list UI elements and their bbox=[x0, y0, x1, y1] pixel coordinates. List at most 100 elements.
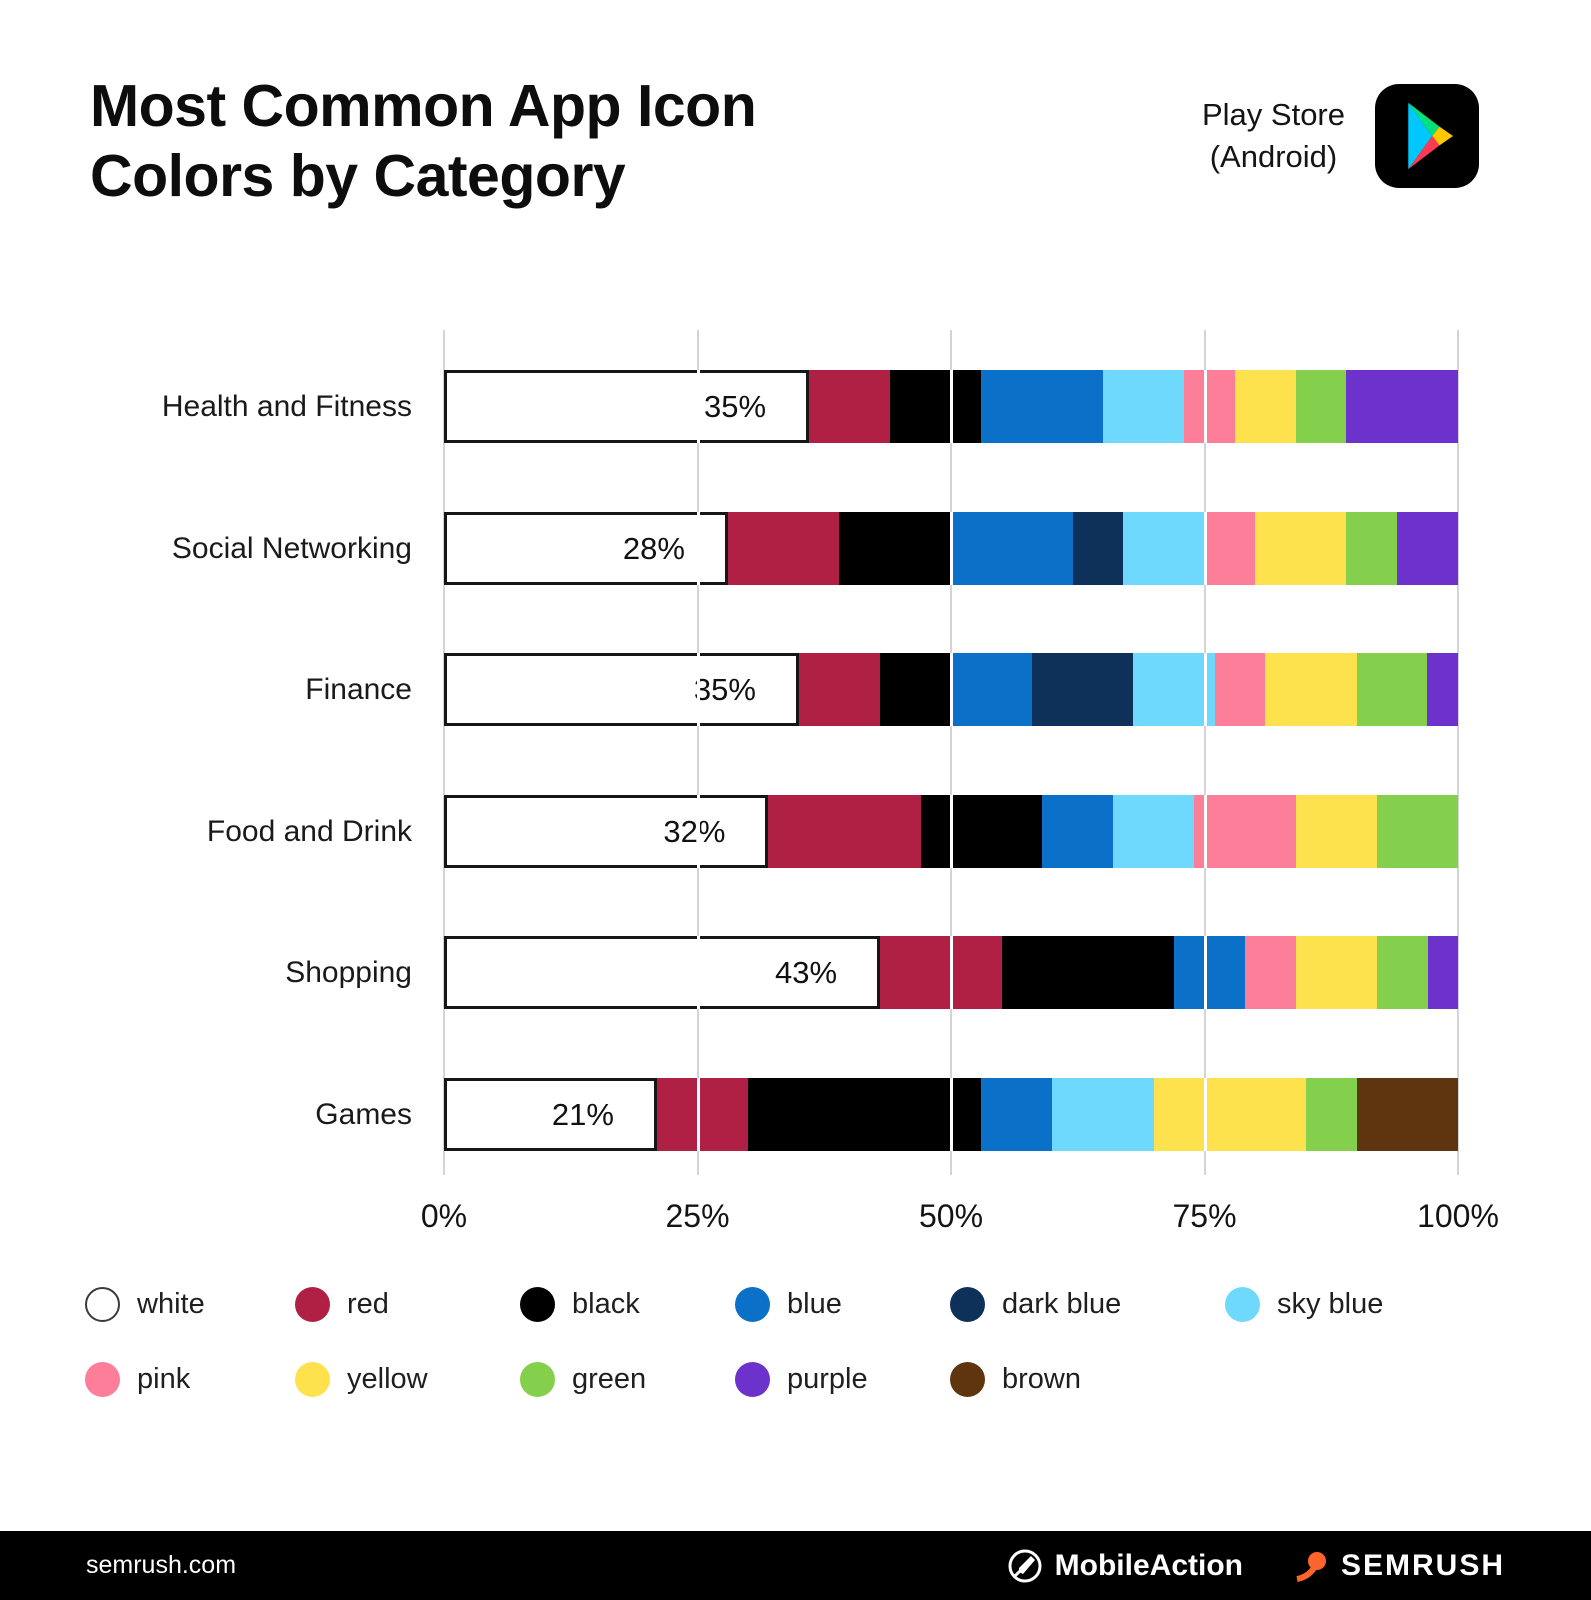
bar-gridline-25 bbox=[696, 1078, 700, 1151]
legend-label: green bbox=[572, 1362, 647, 1395]
category-label: Shopping bbox=[285, 955, 412, 989]
legend-swatch-red bbox=[295, 1286, 330, 1322]
white-share-label: 28% bbox=[622, 530, 685, 566]
category-label: Food and Drink bbox=[206, 814, 412, 848]
platform-label-line2: (Android) bbox=[1209, 139, 1338, 174]
bar-gridline-75 bbox=[1203, 512, 1207, 585]
bar-segment-white: 21% bbox=[444, 1078, 657, 1151]
legend-swatch-dark-blue bbox=[950, 1286, 985, 1322]
legend-label: red bbox=[347, 1287, 389, 1320]
chart-legend: white red black blue dark blue sky blue pink ye… bbox=[85, 1284, 1515, 1434]
bar-segment-pink bbox=[1245, 936, 1296, 1009]
bar-segment-green bbox=[1376, 936, 1428, 1009]
footer-bar: semrush.com MobileAction SEMRUSH bbox=[0, 1531, 1591, 1600]
footer-logos: MobileAction SEMRUSH bbox=[1007, 1548, 1505, 1584]
legend-label: sky blue bbox=[1277, 1287, 1384, 1320]
bar-segment-sky-blue bbox=[1123, 512, 1205, 585]
x-axis-tick: 75% bbox=[1172, 1198, 1237, 1234]
rocket-icon bbox=[1008, 1549, 1042, 1582]
bar-row: 32% bbox=[444, 795, 1458, 868]
bar-segment-blue bbox=[950, 653, 1033, 726]
white-share-label: 43% bbox=[774, 954, 838, 990]
bar-segment-black bbox=[839, 512, 951, 585]
bar-segment-sky-blue bbox=[1103, 370, 1185, 443]
legend-label: white bbox=[137, 1287, 205, 1320]
bar-segment-red bbox=[768, 795, 921, 868]
bar-segment-yellow bbox=[1234, 370, 1296, 443]
category-label: Finance bbox=[305, 672, 412, 706]
legend-swatch-pink bbox=[85, 1361, 120, 1397]
platform-label: Play Store (Android) bbox=[1202, 94, 1345, 178]
legend-swatch-brown bbox=[950, 1361, 985, 1397]
legend-swatch-blue bbox=[735, 1286, 770, 1322]
bar-row: 28% bbox=[444, 512, 1458, 585]
bar-gridline-50 bbox=[950, 370, 953, 443]
bar-gridline-75 bbox=[1203, 1078, 1207, 1151]
bar-segment-sky-blue bbox=[1133, 653, 1215, 726]
bar-segment-green bbox=[1295, 370, 1347, 443]
legend-item-yellow: yellow bbox=[295, 1359, 428, 1399]
bar-row: 35% bbox=[444, 653, 1458, 726]
legend-label: dark blue bbox=[1002, 1287, 1122, 1320]
bar-segment-sky-blue bbox=[1113, 795, 1195, 868]
gridline-25 bbox=[696, 330, 699, 1175]
white-share-label: 32% bbox=[663, 813, 726, 849]
bar-gridline-25 bbox=[696, 370, 700, 443]
bar-segment-white: 32% bbox=[444, 795, 769, 868]
bar-segment-black bbox=[890, 370, 982, 443]
bar-gridline-75 bbox=[1203, 936, 1207, 1009]
bar-segment-pink bbox=[1204, 512, 1256, 585]
bar-segment-green bbox=[1305, 1078, 1357, 1151]
stacked-bar-chart: Health and Fitness 35% Social Networking 28… bbox=[0, 330, 1591, 1260]
legend-item-white: white bbox=[85, 1284, 205, 1324]
bar-segment-yellow bbox=[1295, 936, 1377, 1009]
bar-segment-pink bbox=[1194, 795, 1296, 868]
bar-segment-black bbox=[920, 795, 1043, 868]
bar-segment-yellow bbox=[1295, 795, 1377, 868]
x-axis-tick: 50% bbox=[918, 1198, 984, 1234]
bar-segment-blue bbox=[1174, 936, 1246, 1009]
x-axis-tick: 100% bbox=[1417, 1198, 1499, 1234]
bar-segment-green bbox=[1376, 795, 1458, 868]
legend-swatch-white bbox=[85, 1286, 120, 1322]
bar-segment-red bbox=[727, 512, 840, 585]
bar-row: 21% bbox=[444, 1078, 1458, 1151]
bar-segment-red bbox=[809, 370, 891, 443]
bar-row: 35% bbox=[444, 370, 1458, 443]
bar-segment-white: 35% bbox=[444, 370, 810, 443]
bar-gridline-50 bbox=[950, 1078, 953, 1151]
bar-segment-purple bbox=[1427, 936, 1458, 1009]
bar-segment-blue bbox=[981, 1078, 1053, 1151]
bar-segment-yellow bbox=[1255, 512, 1347, 585]
bar-segment-purple bbox=[1397, 512, 1458, 585]
bar-segment-blue bbox=[950, 512, 1073, 585]
bar-segment-blue bbox=[1042, 795, 1114, 868]
legend-swatch-green bbox=[520, 1361, 555, 1397]
bar-segment-yellow bbox=[1265, 653, 1357, 726]
legend-swatch-black bbox=[520, 1286, 555, 1322]
legend-label: black bbox=[572, 1287, 640, 1320]
legend-label: blue bbox=[787, 1287, 842, 1320]
mobileaction-logo-text: MobileAction bbox=[1054, 1548, 1243, 1582]
bar-segment-yellow bbox=[1153, 1078, 1306, 1151]
bar-segment-black bbox=[748, 1078, 982, 1151]
legend-label: pink bbox=[137, 1362, 191, 1395]
bar-gridline-50 bbox=[950, 653, 953, 726]
bar-segment-dark-blue bbox=[1032, 653, 1134, 726]
bar-row: 43% bbox=[444, 936, 1458, 1009]
legend-item-pink: pink bbox=[85, 1359, 190, 1399]
legend-item-sky-blue: sky blue bbox=[1225, 1284, 1383, 1324]
bar-segment-purple bbox=[1346, 370, 1458, 443]
bar-gridline-75 bbox=[1203, 795, 1207, 868]
semrush-flame-icon bbox=[1296, 1551, 1326, 1582]
category-label: Games bbox=[315, 1097, 412, 1131]
gridline-0 bbox=[443, 330, 445, 1175]
bar-segment-blue bbox=[981, 370, 1104, 443]
legend-item-brown: brown bbox=[950, 1359, 1081, 1399]
bar-gridline-50 bbox=[950, 795, 953, 868]
category-label: Health and Fitness bbox=[161, 389, 412, 423]
bar-segment-sky-blue bbox=[1052, 1078, 1154, 1151]
x-axis-tick: 25% bbox=[665, 1198, 730, 1234]
legend-item-blue: blue bbox=[735, 1284, 842, 1324]
